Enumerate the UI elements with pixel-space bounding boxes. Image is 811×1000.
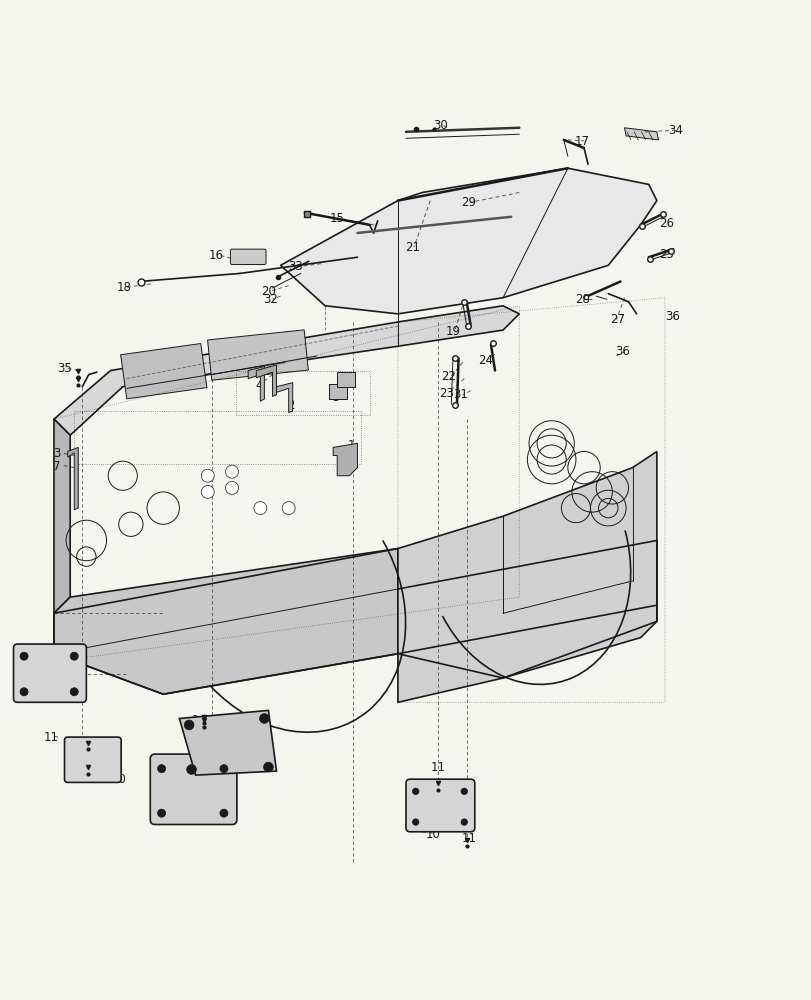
Text: 10: 10 bbox=[111, 773, 126, 786]
Text: 35: 35 bbox=[57, 362, 72, 375]
Text: 15: 15 bbox=[329, 212, 344, 225]
Circle shape bbox=[187, 765, 196, 774]
Circle shape bbox=[20, 688, 28, 696]
FancyBboxPatch shape bbox=[230, 249, 266, 265]
Text: 36: 36 bbox=[615, 345, 629, 358]
Text: 21: 21 bbox=[405, 241, 419, 254]
Text: 1: 1 bbox=[347, 439, 354, 452]
Text: 5: 5 bbox=[332, 391, 339, 404]
Text: 33: 33 bbox=[287, 260, 303, 273]
Text: 23: 23 bbox=[439, 387, 453, 400]
FancyBboxPatch shape bbox=[406, 779, 474, 832]
Text: 11: 11 bbox=[431, 761, 445, 774]
Text: 16: 16 bbox=[208, 249, 223, 262]
Text: 28: 28 bbox=[574, 293, 589, 306]
Circle shape bbox=[412, 788, 418, 795]
Text: 29: 29 bbox=[461, 196, 476, 209]
Polygon shape bbox=[248, 366, 264, 401]
Bar bbox=[208, 330, 308, 380]
Text: 11: 11 bbox=[44, 731, 59, 744]
Circle shape bbox=[20, 652, 28, 660]
Text: 2: 2 bbox=[287, 399, 294, 412]
Circle shape bbox=[220, 809, 228, 817]
Text: 27: 27 bbox=[610, 313, 624, 326]
Bar bbox=[121, 344, 207, 399]
Text: 11: 11 bbox=[461, 832, 476, 845]
Circle shape bbox=[412, 819, 418, 825]
Circle shape bbox=[157, 765, 165, 773]
Polygon shape bbox=[179, 710, 277, 775]
Text: 6: 6 bbox=[339, 379, 346, 392]
Text: 10: 10 bbox=[425, 828, 440, 841]
Text: 36: 36 bbox=[665, 310, 680, 323]
Polygon shape bbox=[333, 443, 357, 476]
Bar bbox=[337, 372, 354, 387]
Text: 9: 9 bbox=[177, 793, 185, 806]
Text: 26: 26 bbox=[659, 217, 673, 230]
Text: 11: 11 bbox=[95, 736, 110, 749]
Text: 31: 31 bbox=[453, 388, 468, 401]
Text: 34: 34 bbox=[667, 124, 682, 137]
Text: 25: 25 bbox=[659, 248, 673, 261]
Text: 14: 14 bbox=[192, 714, 207, 727]
Polygon shape bbox=[281, 168, 656, 314]
Circle shape bbox=[184, 720, 194, 730]
Circle shape bbox=[254, 502, 267, 515]
Text: 12: 12 bbox=[164, 767, 178, 780]
Polygon shape bbox=[256, 365, 277, 396]
Circle shape bbox=[70, 688, 78, 696]
Text: 3: 3 bbox=[53, 447, 60, 460]
Polygon shape bbox=[54, 419, 70, 613]
Text: 8: 8 bbox=[206, 739, 213, 752]
Text: 4: 4 bbox=[255, 379, 262, 392]
Text: 17: 17 bbox=[574, 135, 589, 148]
Polygon shape bbox=[67, 447, 78, 510]
Circle shape bbox=[225, 465, 238, 478]
Polygon shape bbox=[624, 128, 658, 140]
Circle shape bbox=[461, 788, 467, 795]
Circle shape bbox=[225, 481, 238, 494]
Circle shape bbox=[264, 762, 273, 772]
Text: 18: 18 bbox=[117, 281, 131, 294]
Circle shape bbox=[157, 809, 165, 817]
Text: 24: 24 bbox=[477, 354, 492, 367]
Polygon shape bbox=[54, 549, 397, 694]
Text: 30: 30 bbox=[433, 119, 448, 132]
Polygon shape bbox=[54, 306, 519, 435]
Circle shape bbox=[201, 485, 214, 498]
Circle shape bbox=[70, 652, 78, 660]
Bar bbox=[328, 384, 346, 399]
Text: 7: 7 bbox=[53, 460, 60, 473]
Text: 32: 32 bbox=[263, 293, 278, 306]
FancyBboxPatch shape bbox=[150, 754, 237, 824]
Text: 19: 19 bbox=[445, 325, 460, 338]
Polygon shape bbox=[277, 383, 292, 413]
Text: 13: 13 bbox=[26, 678, 41, 691]
Text: 22: 22 bbox=[441, 370, 456, 383]
Circle shape bbox=[220, 765, 228, 773]
Polygon shape bbox=[397, 451, 656, 702]
Circle shape bbox=[260, 714, 269, 723]
Circle shape bbox=[282, 502, 294, 515]
Text: 11: 11 bbox=[95, 759, 110, 772]
Text: 20: 20 bbox=[260, 285, 276, 298]
FancyBboxPatch shape bbox=[14, 644, 86, 702]
FancyBboxPatch shape bbox=[64, 737, 121, 782]
Circle shape bbox=[201, 469, 214, 482]
Circle shape bbox=[461, 819, 467, 825]
